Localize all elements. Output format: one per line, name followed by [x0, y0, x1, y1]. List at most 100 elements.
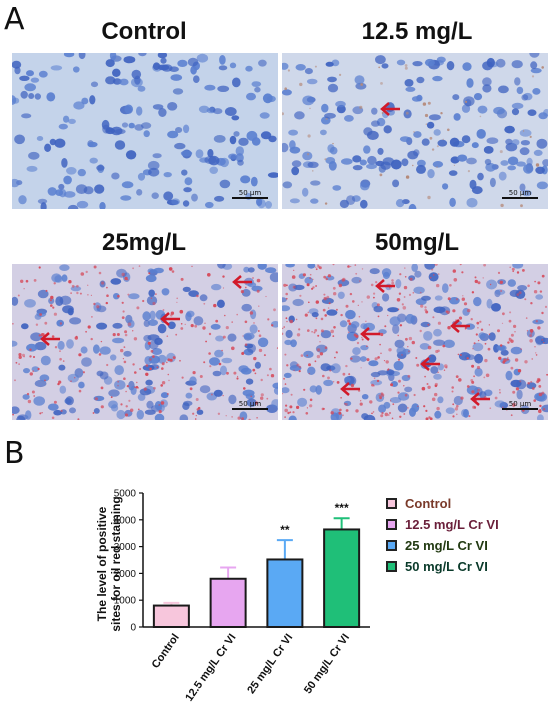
lipid-droplet [366, 295, 370, 299]
nucleus [532, 88, 541, 95]
nucleus [174, 142, 186, 150]
nucleus [219, 55, 226, 65]
lipid-droplet [282, 327, 284, 330]
nucleus [12, 60, 22, 69]
lipid-droplet [165, 361, 168, 364]
lipid-droplet [405, 175, 410, 179]
nucleus [395, 279, 402, 289]
lipid-droplet [190, 324, 194, 328]
lipid-droplet [231, 346, 235, 351]
lipid-droplet [403, 285, 408, 290]
nucleus [254, 86, 261, 93]
scale-bar: 50 μm [502, 189, 538, 199]
lipid-droplet [499, 280, 503, 284]
nucleus [254, 361, 261, 369]
nucleus [535, 335, 546, 345]
nucleus [421, 295, 431, 301]
lipid-droplet [427, 385, 431, 389]
lipid-droplet [451, 390, 454, 393]
nucleus [78, 381, 85, 389]
lipid-droplet [45, 289, 48, 292]
lipid-droplet [455, 298, 459, 301]
nucleus [209, 357, 220, 366]
nucleus [510, 346, 523, 355]
nucleus [108, 389, 120, 397]
lipid-droplet [322, 374, 325, 378]
lipid-droplet [516, 271, 520, 274]
nucleus [25, 410, 32, 420]
lipid-droplet [254, 372, 257, 375]
lipid-droplet [222, 395, 224, 397]
lipid-droplet [289, 411, 292, 414]
nucleus [189, 376, 197, 385]
lipid-droplet [284, 353, 287, 356]
lipid-droplet [283, 377, 285, 380]
nucleus [14, 134, 25, 145]
lipid-droplet [316, 348, 321, 352]
nucleus [289, 140, 296, 150]
lipid-droplet [466, 357, 469, 360]
lipid-droplet [424, 375, 426, 378]
lipid-droplet [347, 265, 350, 268]
lipid-droplet [161, 367, 164, 370]
nucleus [161, 288, 170, 296]
lipid-droplet [378, 394, 381, 397]
nucleus [199, 385, 211, 394]
lipid-droplet [380, 332, 384, 337]
y-axis-label: The level of positivesites for oil red s… [95, 496, 123, 631]
nucleus [368, 360, 379, 367]
lipid-droplet [79, 292, 82, 295]
nucleus [428, 114, 441, 121]
lipid-droplet [489, 407, 492, 409]
lipid-droplet [477, 339, 480, 342]
lipid-droplet [307, 134, 311, 138]
lipid-droplet [432, 316, 435, 319]
lipid-droplet [355, 334, 359, 338]
lipid-droplet [244, 286, 247, 289]
nucleus [516, 86, 524, 95]
nucleus [136, 189, 143, 196]
nucleus [213, 389, 223, 397]
nucleus [486, 137, 499, 144]
lipid-droplet [315, 300, 319, 304]
nucleus [163, 172, 172, 178]
nucleus [396, 59, 406, 66]
lipid-droplet [334, 356, 336, 359]
nucleus [19, 75, 30, 81]
lipid-droplet [522, 269, 525, 272]
legend-label-25: 25 mg/L Cr VI [405, 537, 488, 553]
nucleus [157, 53, 168, 59]
lipid-droplet [437, 321, 441, 325]
lipid-droplet [194, 324, 198, 328]
lipid-droplet [37, 367, 40, 371]
lipid-droplet [332, 286, 336, 290]
nucleus [363, 414, 376, 420]
lipid-droplet [100, 405, 104, 409]
nucleus [489, 177, 496, 188]
nucleus [535, 294, 544, 300]
nucleus [47, 403, 59, 411]
lipid-droplet [330, 329, 334, 334]
nucleus [484, 158, 492, 166]
lipid-droplet [306, 283, 310, 287]
nucleus [290, 339, 297, 348]
lipid-droplet [483, 376, 486, 379]
lipid-droplet [424, 306, 427, 309]
legend-item: 25 mg/L Cr VI [386, 535, 499, 555]
lipid-droplet [360, 83, 364, 86]
lipid-droplet [407, 374, 411, 378]
nucleus [404, 386, 413, 393]
lipid-droplet [180, 327, 184, 330]
nucleus [110, 126, 123, 136]
nucleus [110, 278, 122, 285]
nucleus [449, 137, 460, 147]
lipid-droplet [162, 309, 165, 311]
lipid-droplet [509, 311, 512, 314]
nucleus [344, 115, 354, 122]
nucleus [375, 55, 386, 65]
lipid-droplet [533, 399, 536, 402]
lipid-droplet [191, 265, 193, 268]
nucleus [238, 137, 249, 146]
nucleus [24, 83, 36, 92]
lipid-droplet [327, 376, 330, 380]
